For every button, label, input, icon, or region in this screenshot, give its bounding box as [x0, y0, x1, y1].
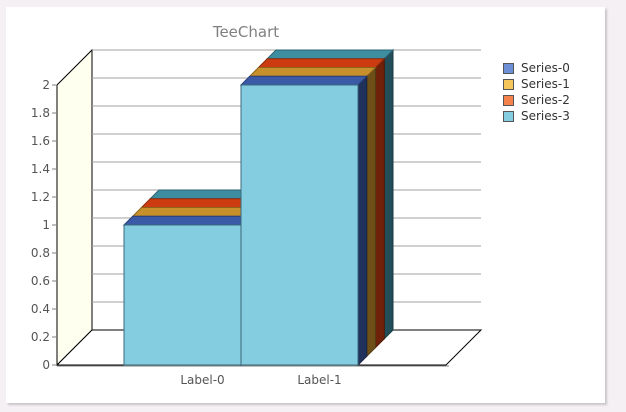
- y-tick-label: 1.2: [31, 190, 50, 204]
- left-wall: [56, 48, 93, 367]
- bar-top-1-2: [257, 58, 386, 68]
- y-tick-label: 1: [42, 218, 50, 232]
- bar-top-1-0: [239, 75, 368, 86]
- y-tick-label: 0.8: [31, 246, 50, 260]
- bar-top-0-0: [122, 215, 251, 226]
- bar-top-1-1: [248, 67, 377, 77]
- bar-side-1-1: [366, 66, 376, 358]
- y-tick-label: 2: [42, 78, 50, 92]
- y-tick-label: 1.6: [31, 134, 50, 148]
- legend-swatch: [503, 62, 514, 74]
- legend-label: Series-2: [521, 93, 570, 107]
- y-tick-label: 0.6: [31, 274, 50, 288]
- y-tick-label: 1.4: [31, 162, 50, 176]
- bar-front-0: [123, 224, 242, 366]
- legend-item: Series-3: [503, 108, 570, 124]
- legend-swatch: [503, 110, 514, 122]
- chart-title: TeeChart: [212, 23, 280, 41]
- x-tick-label: Label-0: [180, 373, 224, 387]
- legend-item: Series-0: [503, 60, 570, 76]
- y-tick-label: 0.2: [31, 330, 50, 344]
- legend-item: Series-1: [503, 76, 570, 92]
- bar-side-1-2: [375, 57, 385, 349]
- bar-top-0-1: [131, 207, 260, 217]
- chart-panel: 0 0.2 0.4 0.6 0.8 1 1.2 1.4 1.6 1.8 2 Label-0 Label-…: [6, 7, 605, 403]
- legend-label: Series-1: [521, 77, 570, 91]
- legend-item: Series-2: [503, 92, 570, 108]
- y-tick-label: 1.8: [31, 106, 50, 120]
- y-tick-label: 0: [42, 358, 50, 372]
- chart-plot: 0 0.2 0.4 0.6 0.8 1 1.2 1.4 1.6 1.8 2 Label-0 Label-…: [31, 48, 483, 387]
- x-tick-label: Label-1: [297, 373, 341, 387]
- chart-legend: Series-0 Series-1 Series-2 Series-3: [503, 60, 570, 124]
- legend-label: Series-3: [521, 109, 570, 123]
- y-tick-label: 0.4: [31, 302, 50, 316]
- legend-swatch: [503, 78, 514, 90]
- bar-side-1-3: [383, 48, 394, 340]
- legend-swatch: [503, 94, 514, 106]
- bar-top-1-3: [266, 49, 395, 60]
- legend-label: Series-0: [521, 61, 570, 75]
- bar-front-1: [240, 84, 359, 366]
- bar-side-1-0: [357, 75, 368, 367]
